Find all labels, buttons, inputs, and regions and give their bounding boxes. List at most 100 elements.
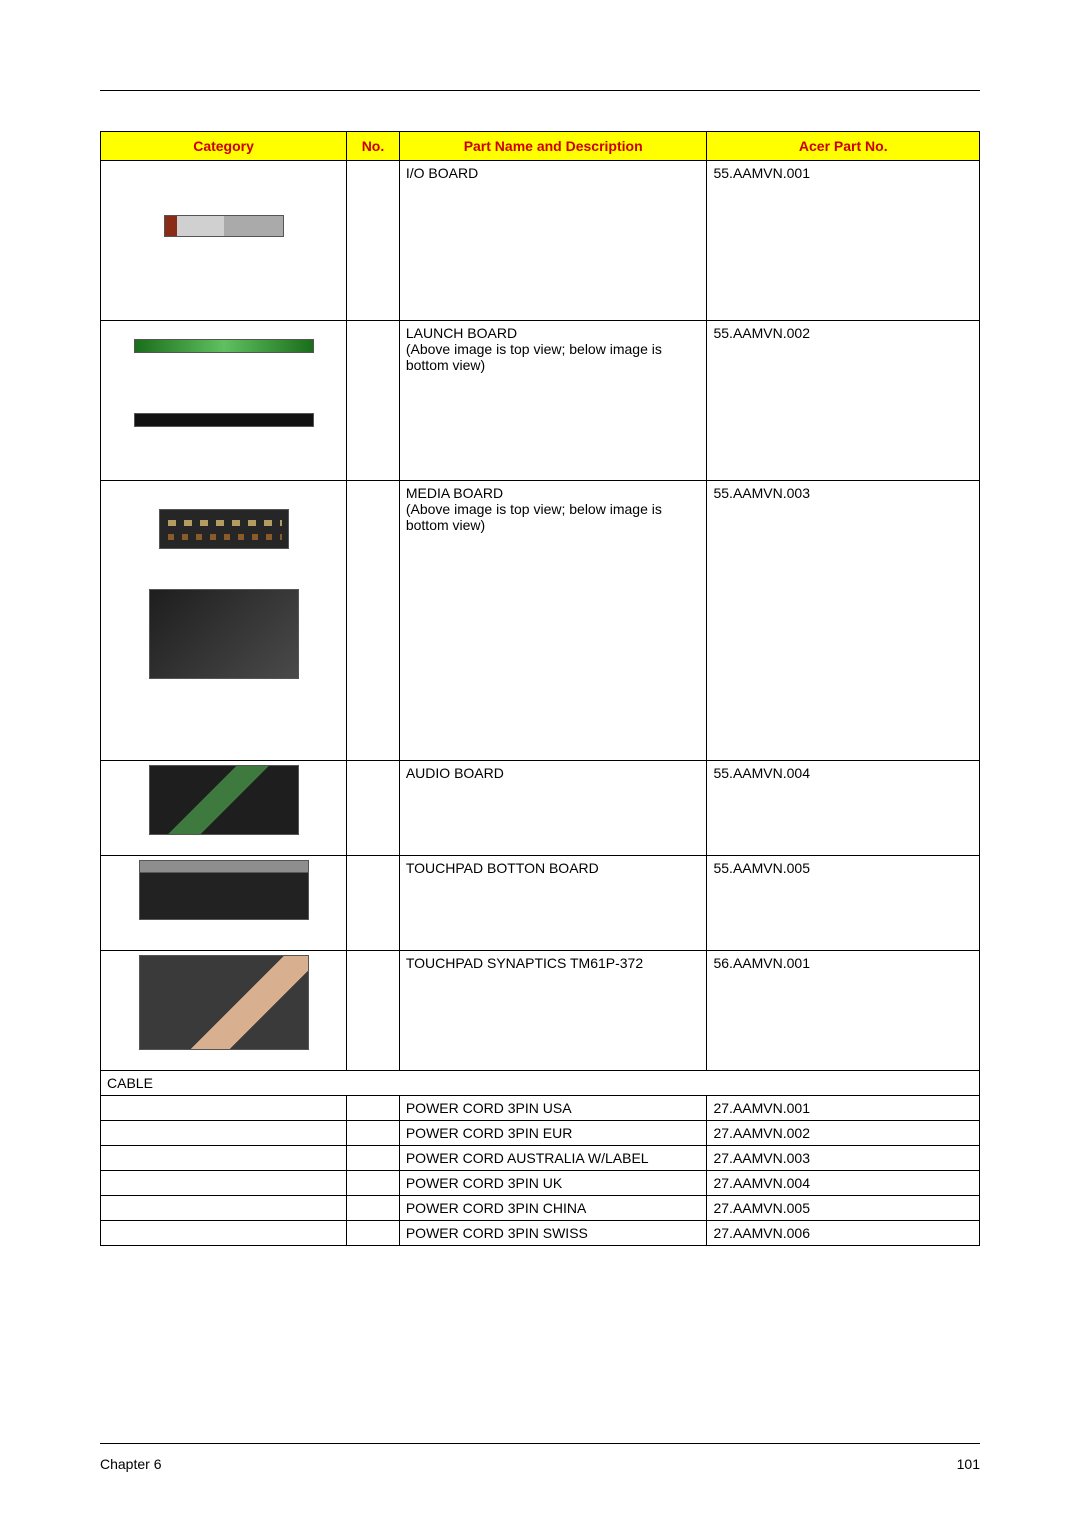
cell-partno: 55.AAMVN.005 xyxy=(707,856,980,951)
cell-no xyxy=(347,1221,400,1246)
cell-no xyxy=(347,761,400,856)
page: Category No. Part Name and Description A… xyxy=(0,0,1080,1246)
part-number: 27.AAMVN.001 xyxy=(713,1100,810,1116)
section-label: CABLE xyxy=(101,1071,980,1096)
footer-chapter: Chapter 6 xyxy=(100,1456,161,1472)
cell-category-image xyxy=(101,481,347,761)
part-number: 55.AAMVN.001 xyxy=(713,165,810,181)
part-desc-text: POWER CORD 3PIN USA xyxy=(406,1100,572,1116)
cell-no xyxy=(347,951,400,1071)
table-row: POWER CORD AUSTRALIA W/LABEL 27.AAMVN.003 xyxy=(101,1146,980,1171)
cell-category-image xyxy=(101,1171,347,1196)
cell-desc: TOUCHPAD SYNAPTICS TM61P-372 xyxy=(399,951,707,1071)
cell-category-image xyxy=(101,951,347,1071)
thumb-touchpad-synaptics xyxy=(139,955,309,1050)
cell-desc: POWER CORD 3PIN USA xyxy=(399,1096,707,1121)
cell-category-image xyxy=(101,1146,347,1171)
col-desc: Part Name and Description xyxy=(399,132,707,161)
thumb-io-board xyxy=(164,215,284,237)
part-desc-text: I/O BOARD xyxy=(406,165,478,181)
part-number: 27.AAMVN.002 xyxy=(713,1125,810,1141)
part-desc-text: TOUCHPAD SYNAPTICS TM61P-372 xyxy=(406,955,643,971)
cell-partno: 55.AAMVN.002 xyxy=(707,321,980,481)
table-row: MEDIA BOARD(Above image is top view; bel… xyxy=(101,481,980,761)
cell-category-image xyxy=(101,161,347,321)
part-desc-text: MEDIA BOARD xyxy=(406,485,503,501)
part-number: 55.AAMVN.005 xyxy=(713,860,810,876)
footer-rule xyxy=(100,1443,980,1444)
cell-partno: 27.AAMVN.002 xyxy=(707,1121,980,1146)
thumb-touchpad-button-board xyxy=(139,860,309,920)
part-number: 27.AAMVN.005 xyxy=(713,1200,810,1216)
parts-table: Category No. Part Name and Description A… xyxy=(100,131,980,1246)
part-number: 56.AAMVN.001 xyxy=(713,955,810,971)
cell-category-image xyxy=(101,1196,347,1221)
cell-desc: I/O BOARD xyxy=(399,161,707,321)
thumb-audio-board xyxy=(149,765,299,835)
cell-desc: POWER CORD AUSTRALIA W/LABEL xyxy=(399,1146,707,1171)
col-part: Acer Part No. xyxy=(707,132,980,161)
cell-category-image xyxy=(101,1096,347,1121)
part-number: 55.AAMVN.004 xyxy=(713,765,810,781)
cell-no xyxy=(347,1096,400,1121)
part-desc-text: (Above image is top view; below image is… xyxy=(406,341,662,373)
cell-desc: POWER CORD 3PIN CHINA xyxy=(399,1196,707,1221)
table-header-row: Category No. Part Name and Description A… xyxy=(101,132,980,161)
cell-no xyxy=(347,1121,400,1146)
part-number: 55.AAMVN.002 xyxy=(713,325,810,341)
cell-desc: TOUCHPAD BOTTON BOARD xyxy=(399,856,707,951)
part-number: 27.AAMVN.006 xyxy=(713,1225,810,1241)
thumb-launch-top xyxy=(134,339,314,353)
cell-no xyxy=(347,1146,400,1171)
cell-desc: POWER CORD 3PIN EUR xyxy=(399,1121,707,1146)
part-desc-text: POWER CORD 3PIN SWISS xyxy=(406,1225,588,1241)
cell-desc: AUDIO BOARD xyxy=(399,761,707,856)
cell-partno: 55.AAMVN.003 xyxy=(707,481,980,761)
section-row-cable: CABLE xyxy=(101,1071,980,1096)
cell-no xyxy=(347,481,400,761)
part-desc-text: LAUNCH BOARD xyxy=(406,325,517,341)
table-row: POWER CORD 3PIN UK 27.AAMVN.004 xyxy=(101,1171,980,1196)
part-desc-text: POWER CORD 3PIN EUR xyxy=(406,1125,572,1141)
cell-no xyxy=(347,161,400,321)
thumb-media-bottom xyxy=(149,589,299,679)
cell-partno: 55.AAMVN.001 xyxy=(707,161,980,321)
thumb-media-top xyxy=(159,509,289,549)
cell-desc: POWER CORD 3PIN SWISS xyxy=(399,1221,707,1246)
cell-partno: 27.AAMVN.005 xyxy=(707,1196,980,1221)
cell-desc: MEDIA BOARD(Above image is top view; bel… xyxy=(399,481,707,761)
cell-no xyxy=(347,1171,400,1196)
part-desc-text: TOUCHPAD BOTTON BOARD xyxy=(406,860,599,876)
part-number: 27.AAMVN.003 xyxy=(713,1150,810,1166)
col-no: No. xyxy=(347,132,400,161)
cell-partno: 56.AAMVN.001 xyxy=(707,951,980,1071)
cell-no xyxy=(347,1196,400,1221)
cell-category-image xyxy=(101,1121,347,1146)
part-desc-text: POWER CORD 3PIN CHINA xyxy=(406,1200,586,1216)
cell-no xyxy=(347,321,400,481)
cell-partno: 27.AAMVN.006 xyxy=(707,1221,980,1246)
part-desc-text: (Above image is top view; below image is… xyxy=(406,501,662,533)
table-row: POWER CORD 3PIN SWISS 27.AAMVN.006 xyxy=(101,1221,980,1246)
part-number: 27.AAMVN.004 xyxy=(713,1175,810,1191)
cell-partno: 27.AAMVN.003 xyxy=(707,1146,980,1171)
page-footer: Chapter 6 101 xyxy=(100,1443,980,1472)
table-row: POWER CORD 3PIN CHINA 27.AAMVN.005 xyxy=(101,1196,980,1221)
cell-category-image xyxy=(101,321,347,481)
cell-no xyxy=(347,856,400,951)
table-row: TOUCHPAD SYNAPTICS TM61P-372 56.AAMVN.001 xyxy=(101,951,980,1071)
part-desc-text: AUDIO BOARD xyxy=(406,765,504,781)
table-row: LAUNCH BOARD(Above image is top view; be… xyxy=(101,321,980,481)
table-row: TOUCHPAD BOTTON BOARD 55.AAMVN.005 xyxy=(101,856,980,951)
cell-partno: 55.AAMVN.004 xyxy=(707,761,980,856)
cell-category-image xyxy=(101,856,347,951)
top-rule xyxy=(100,90,980,91)
cell-partno: 27.AAMVN.004 xyxy=(707,1171,980,1196)
part-desc-text: POWER CORD 3PIN UK xyxy=(406,1175,562,1191)
table-row: POWER CORD 3PIN USA 27.AAMVN.001 xyxy=(101,1096,980,1121)
table-row: POWER CORD 3PIN EUR 27.AAMVN.002 xyxy=(101,1121,980,1146)
cell-desc: POWER CORD 3PIN UK xyxy=(399,1171,707,1196)
thumb-launch-bottom xyxy=(134,413,314,427)
cell-desc: LAUNCH BOARD(Above image is top view; be… xyxy=(399,321,707,481)
col-category: Category xyxy=(101,132,347,161)
